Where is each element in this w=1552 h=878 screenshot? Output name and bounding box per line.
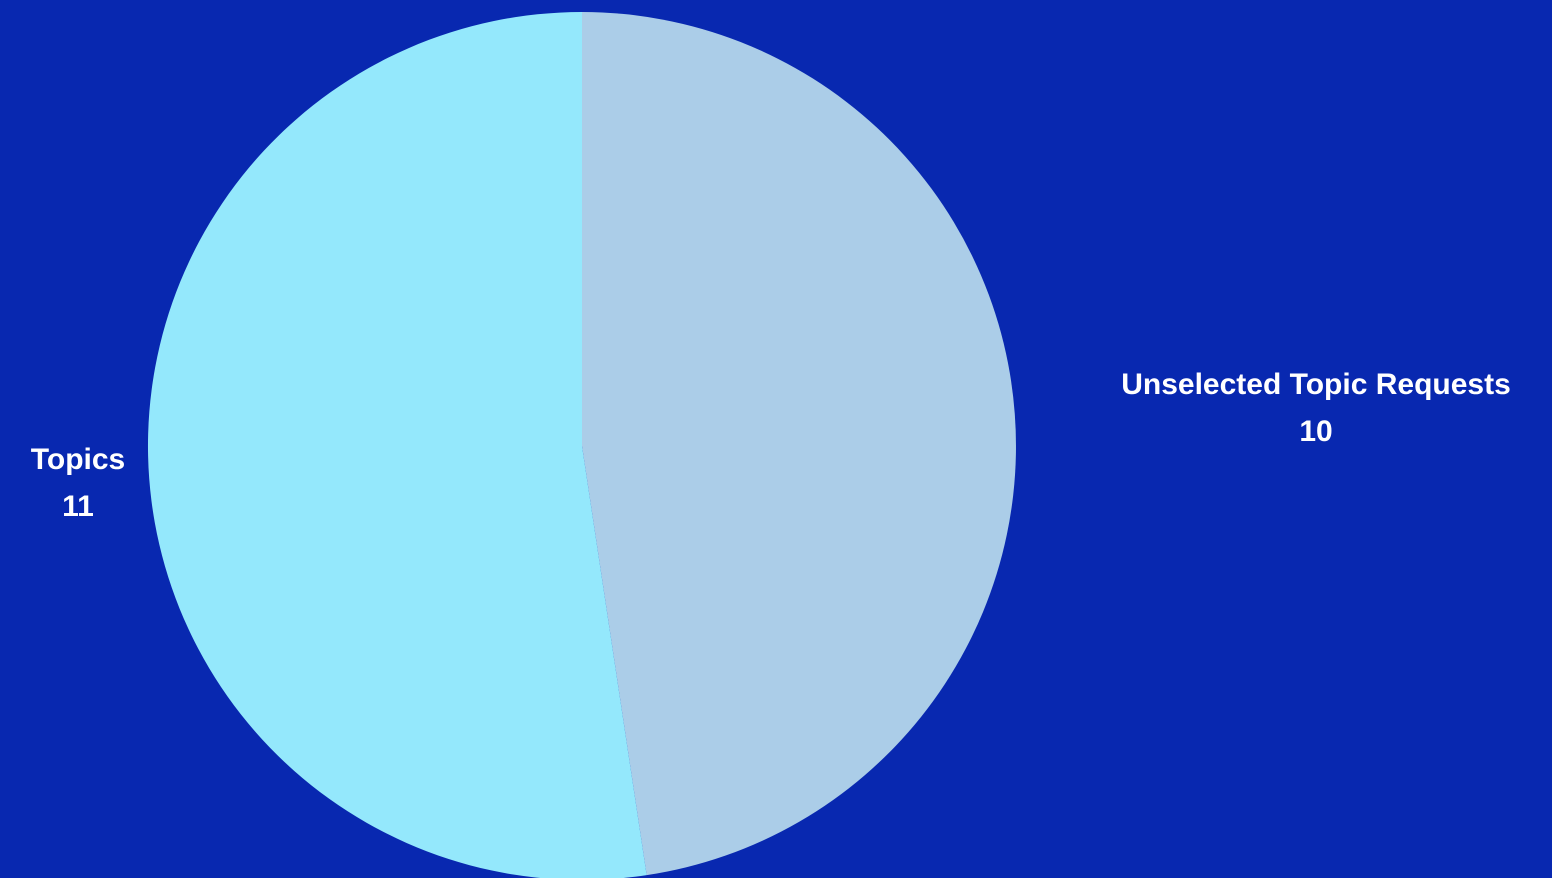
slice-label-unselected-topic-requests-name: Unselected Topic Requests xyxy=(1121,368,1511,401)
pie-slice-unselected-topic-requests xyxy=(582,12,1016,876)
slice-label-unselected-topic-requests-value: 10 xyxy=(1299,415,1333,448)
slice-label-topics: Topics 11 xyxy=(0,436,156,530)
slice-label-topics-value: 11 xyxy=(62,490,94,523)
pie-slice-topics xyxy=(148,12,647,878)
slice-label-unselected-topic-requests: Unselected Topic Requests 10 xyxy=(1080,361,1552,455)
slice-label-topics-name: Topics xyxy=(30,443,126,476)
pie-slices xyxy=(148,12,1016,878)
